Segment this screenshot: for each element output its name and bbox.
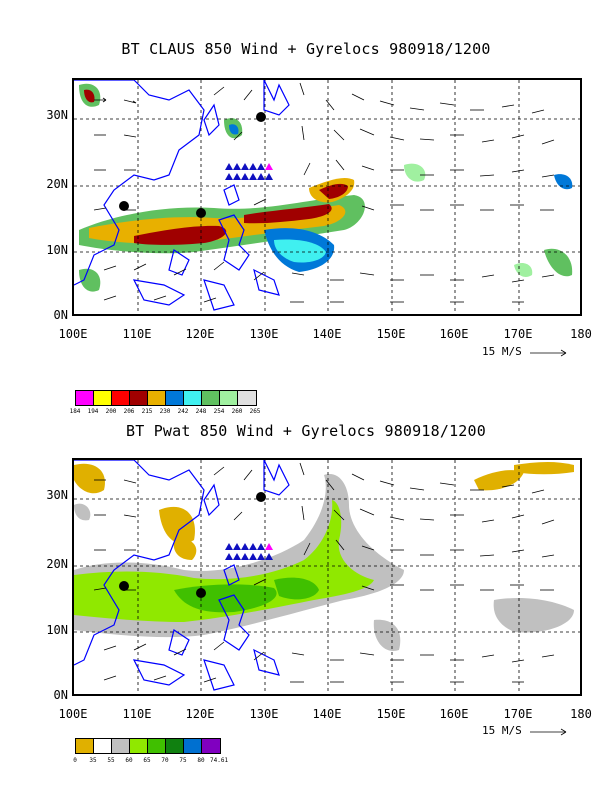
panel2-ylabel-20n: 20N — [46, 557, 68, 571]
panel1-colorbar — [75, 390, 257, 406]
panel2-gyre-markers — [119, 492, 266, 598]
panel2-xlabel-160e: 160E — [439, 707, 469, 721]
panel2-xlabel-110e: 110E — [122, 707, 152, 721]
panel1-colorbar-tick: 260 — [231, 408, 243, 415]
panel1-colorbar-tick: 200 — [105, 408, 117, 415]
panel1-colorbar-swatch — [112, 391, 130, 405]
panel2-colorbar-swatch — [94, 739, 112, 753]
panel2-xlabel-130e: 130E — [249, 707, 279, 721]
panel2-ylabel-0n: 0N — [53, 688, 68, 702]
panel1-xlabel-100e: 100E — [58, 327, 88, 341]
panel2-colorbar-tick: 35 — [89, 757, 97, 764]
panel1-colorbar-tick: 206 — [123, 408, 135, 415]
panel2-colorbar-swatch — [202, 739, 220, 753]
panel2-colorbar-tick: 60 — [125, 757, 133, 764]
panel1-xlabel-180: 180 — [570, 327, 592, 341]
panel2-colorbar-swatch — [112, 739, 130, 753]
panel2-wind-scale-label: 15 M/S — [482, 724, 522, 737]
panel2-xlabel-140e: 140E — [312, 707, 342, 721]
panel2-observation-triangles — [225, 543, 273, 560]
panel1-colorbar-swatch — [220, 391, 238, 405]
panel2-colorbar-tick: 0 — [73, 757, 77, 764]
panel2-title: BT Pwat 850 Wind + Gyrelocs 980918/1200 — [126, 422, 486, 440]
panel2-map[interactable] — [72, 458, 582, 696]
panel1-wind-vectors — [93, 82, 555, 303]
panel1-xlabel-160e: 160E — [439, 327, 469, 341]
panel2-coastlines — [74, 460, 290, 691]
panel1-xlabel-120e: 120E — [185, 327, 215, 341]
panel2-wind-vectors — [93, 462, 555, 683]
panel1-colorbar-swatch — [130, 391, 148, 405]
panel2-colorbar-swatch — [76, 739, 94, 753]
panel1-colorbar-tick: 265 — [249, 408, 261, 415]
panel2-colorbar-swatch — [184, 739, 202, 753]
panel2-xlabel-150e: 150E — [376, 707, 406, 721]
panel1-coastlines — [74, 80, 290, 311]
panel2-xlabel-120e: 120E — [185, 707, 215, 721]
panel1-xlabel-130e: 130E — [249, 327, 279, 341]
panel1-xlabel-140e: 140E — [312, 327, 342, 341]
panel2-colorbar-tick: 75 — [179, 757, 187, 764]
panel2-wind-scale-arrow — [530, 728, 567, 736]
panel1-map-canvas — [74, 80, 580, 314]
panel2-xlabel-180: 180 — [570, 707, 592, 721]
panel1-observation-triangles — [225, 163, 273, 180]
panel1-colorbar-swatch — [166, 391, 184, 405]
panel1-wind-scale-arrow — [530, 349, 567, 357]
panel1-colorbar-swatch — [202, 391, 220, 405]
panel1-map[interactable] — [72, 78, 582, 316]
panel1-colorbar-tick: 242 — [177, 408, 189, 415]
panel1-colorbar-tick: 194 — [87, 408, 99, 415]
panel1-colorbar-swatch — [94, 391, 112, 405]
panel1-colorbar-tick: 248 — [195, 408, 207, 415]
panel1-colorbar-swatch — [184, 391, 202, 405]
panel2-ylabel-10n: 10N — [46, 623, 68, 637]
panel1-colorbar-tick: 254 — [213, 408, 225, 415]
panel2-colorbar-ticks: 0 35 55 60 65 70 75 80 74.61 — [66, 757, 228, 764]
panel2-pwat-features — [74, 461, 574, 651]
panel1-ylabel-20n: 20N — [46, 177, 68, 191]
panel1-colorbar-tick: 230 — [159, 408, 171, 415]
panel2-colorbar-swatch — [130, 739, 148, 753]
panel2-colorbar-tick: 80 — [197, 757, 205, 764]
panel1-cloud-features — [79, 83, 573, 292]
panel1-ylabel-10n: 10N — [46, 243, 68, 257]
panel2-xlabel-170e: 170E — [503, 707, 533, 721]
panel2-colorbar-tick: 70 — [161, 757, 169, 764]
panel1-gyre-markers — [119, 112, 266, 218]
panel1-colorbar-tick: 215 — [141, 408, 153, 415]
panel2-colorbar-tick: 65 — [143, 757, 151, 764]
panel1-colorbar-tick: 184 — [69, 408, 81, 415]
panel1-colorbar-ticks: 184 194 200 206 215 230 242 248 254 260 … — [66, 408, 264, 415]
panel2-ylabel-30n: 30N — [46, 488, 68, 502]
panel1-ylabel-30n: 30N — [46, 108, 68, 122]
panel1-colorbar-swatch — [76, 391, 94, 405]
panel2-colorbar-tick: 74.61 — [210, 757, 229, 764]
panel2-colorbar-tick: 55 — [107, 757, 115, 764]
panel1-ylabel-0n: 0N — [53, 308, 68, 322]
panel1-xlabel-150e: 150E — [376, 327, 406, 341]
panel1-wind-scale-label: 15 M/S — [482, 345, 522, 358]
panel2-colorbar — [75, 738, 221, 754]
panel2-colorbar-swatch — [166, 739, 184, 753]
panel2-map-canvas — [74, 460, 580, 694]
panel1-xlabel-110e: 110E — [122, 327, 152, 341]
panel2-xlabel-100e: 100E — [58, 707, 88, 721]
panel1-colorbar-swatch — [148, 391, 166, 405]
panel1-xlabel-170e: 170E — [503, 327, 533, 341]
panel1-colorbar-swatch — [238, 391, 256, 405]
panel1-title: BT CLAUS 850 Wind + Gyrelocs 980918/1200 — [121, 40, 491, 58]
panel2-colorbar-swatch — [148, 739, 166, 753]
